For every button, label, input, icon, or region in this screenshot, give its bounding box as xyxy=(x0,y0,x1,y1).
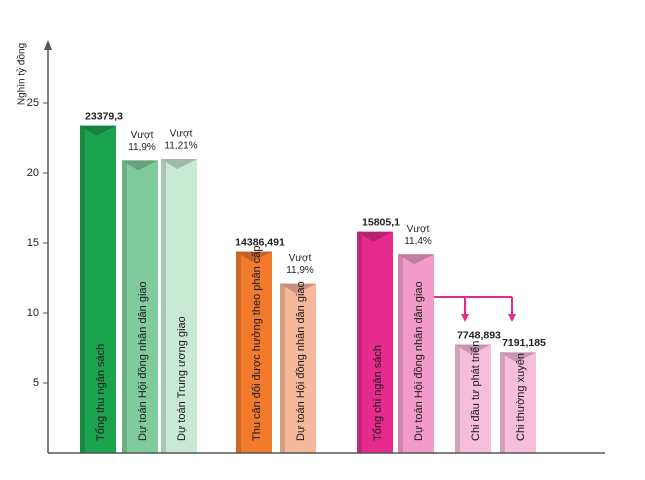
bar xyxy=(500,352,536,453)
bar-cap xyxy=(455,344,491,355)
y-tick-label: 5 xyxy=(33,377,39,389)
bar-side xyxy=(161,159,166,453)
bar-side xyxy=(122,160,127,453)
bar-side xyxy=(80,125,85,454)
bar-group: Tổng chi ngân sách 15805,1 xyxy=(357,217,400,453)
note: Vượt xyxy=(407,224,430,235)
bar-cap xyxy=(500,352,536,363)
bar-cap xyxy=(357,231,393,242)
y-tick-label: 25 xyxy=(27,97,39,109)
note: Vượt xyxy=(170,129,193,140)
bar-side xyxy=(357,231,362,453)
category-label: Tổng chi ngân sách xyxy=(372,345,384,441)
bar xyxy=(161,159,197,453)
note: Vượt xyxy=(131,130,154,141)
y-tick-label: 15 xyxy=(27,237,39,249)
category-label: Thu cân đối được hưởng theo phân cấp xyxy=(251,245,263,441)
bar-group: Thu cân đối được hưởng theo phân cấp1438… xyxy=(235,236,285,453)
bar-cap xyxy=(122,160,158,171)
value-label: 23379,3 xyxy=(85,110,123,122)
value-label: 15805,1 xyxy=(362,217,400,229)
bar xyxy=(80,125,116,454)
value-label: 7748,893 xyxy=(457,329,501,341)
category-label: Dự toán Trung ương giao xyxy=(176,316,188,441)
bar-cap xyxy=(236,251,272,262)
category-label: Dự toán Hội đồng nhân dân giao xyxy=(295,281,307,441)
category-label: Dự toán Hội đồng nhân dân giao xyxy=(413,281,425,441)
bar-group: Tổng thu ngân sách 23379,3 xyxy=(80,110,123,454)
y-axis-arrow xyxy=(44,40,52,50)
category-label: Chi đầu tư phát triển xyxy=(470,341,482,441)
value-label: 14386,491 xyxy=(235,236,285,248)
value-label: 7191,185 xyxy=(502,337,546,349)
bar xyxy=(280,283,316,453)
note: 11,9% xyxy=(286,265,314,276)
y-tick-label: 20 xyxy=(27,167,39,179)
bar-side xyxy=(398,254,403,453)
bar-side xyxy=(280,283,285,453)
category-label: Tổng thu ngân sách xyxy=(95,344,107,441)
bar-side xyxy=(500,352,505,453)
bar-cap xyxy=(280,283,316,294)
bar xyxy=(236,251,272,453)
category-label: Dự toán Hội đồng nhân dân giao xyxy=(137,281,149,441)
note: Vượt xyxy=(289,253,312,264)
category-label: Chi thường xuyên xyxy=(515,353,527,441)
bar xyxy=(455,344,491,453)
y-axis-label: Nghìn tỷ đồng xyxy=(16,43,28,105)
bar-cap xyxy=(80,125,116,136)
note: 11,4% xyxy=(404,236,432,247)
bar-side xyxy=(236,251,241,453)
bar xyxy=(357,231,393,453)
bar-group: Chi thường xuyên 7191,185 xyxy=(500,337,546,453)
y-tick-label: 10 xyxy=(27,307,39,319)
bar-side xyxy=(455,344,460,453)
bar-cap xyxy=(161,159,197,169)
connector xyxy=(432,296,516,322)
note: 11,9% xyxy=(128,142,156,153)
bar xyxy=(122,160,158,453)
note: 11,21% xyxy=(164,141,197,152)
bar xyxy=(398,254,434,453)
bar-cap xyxy=(398,254,434,265)
